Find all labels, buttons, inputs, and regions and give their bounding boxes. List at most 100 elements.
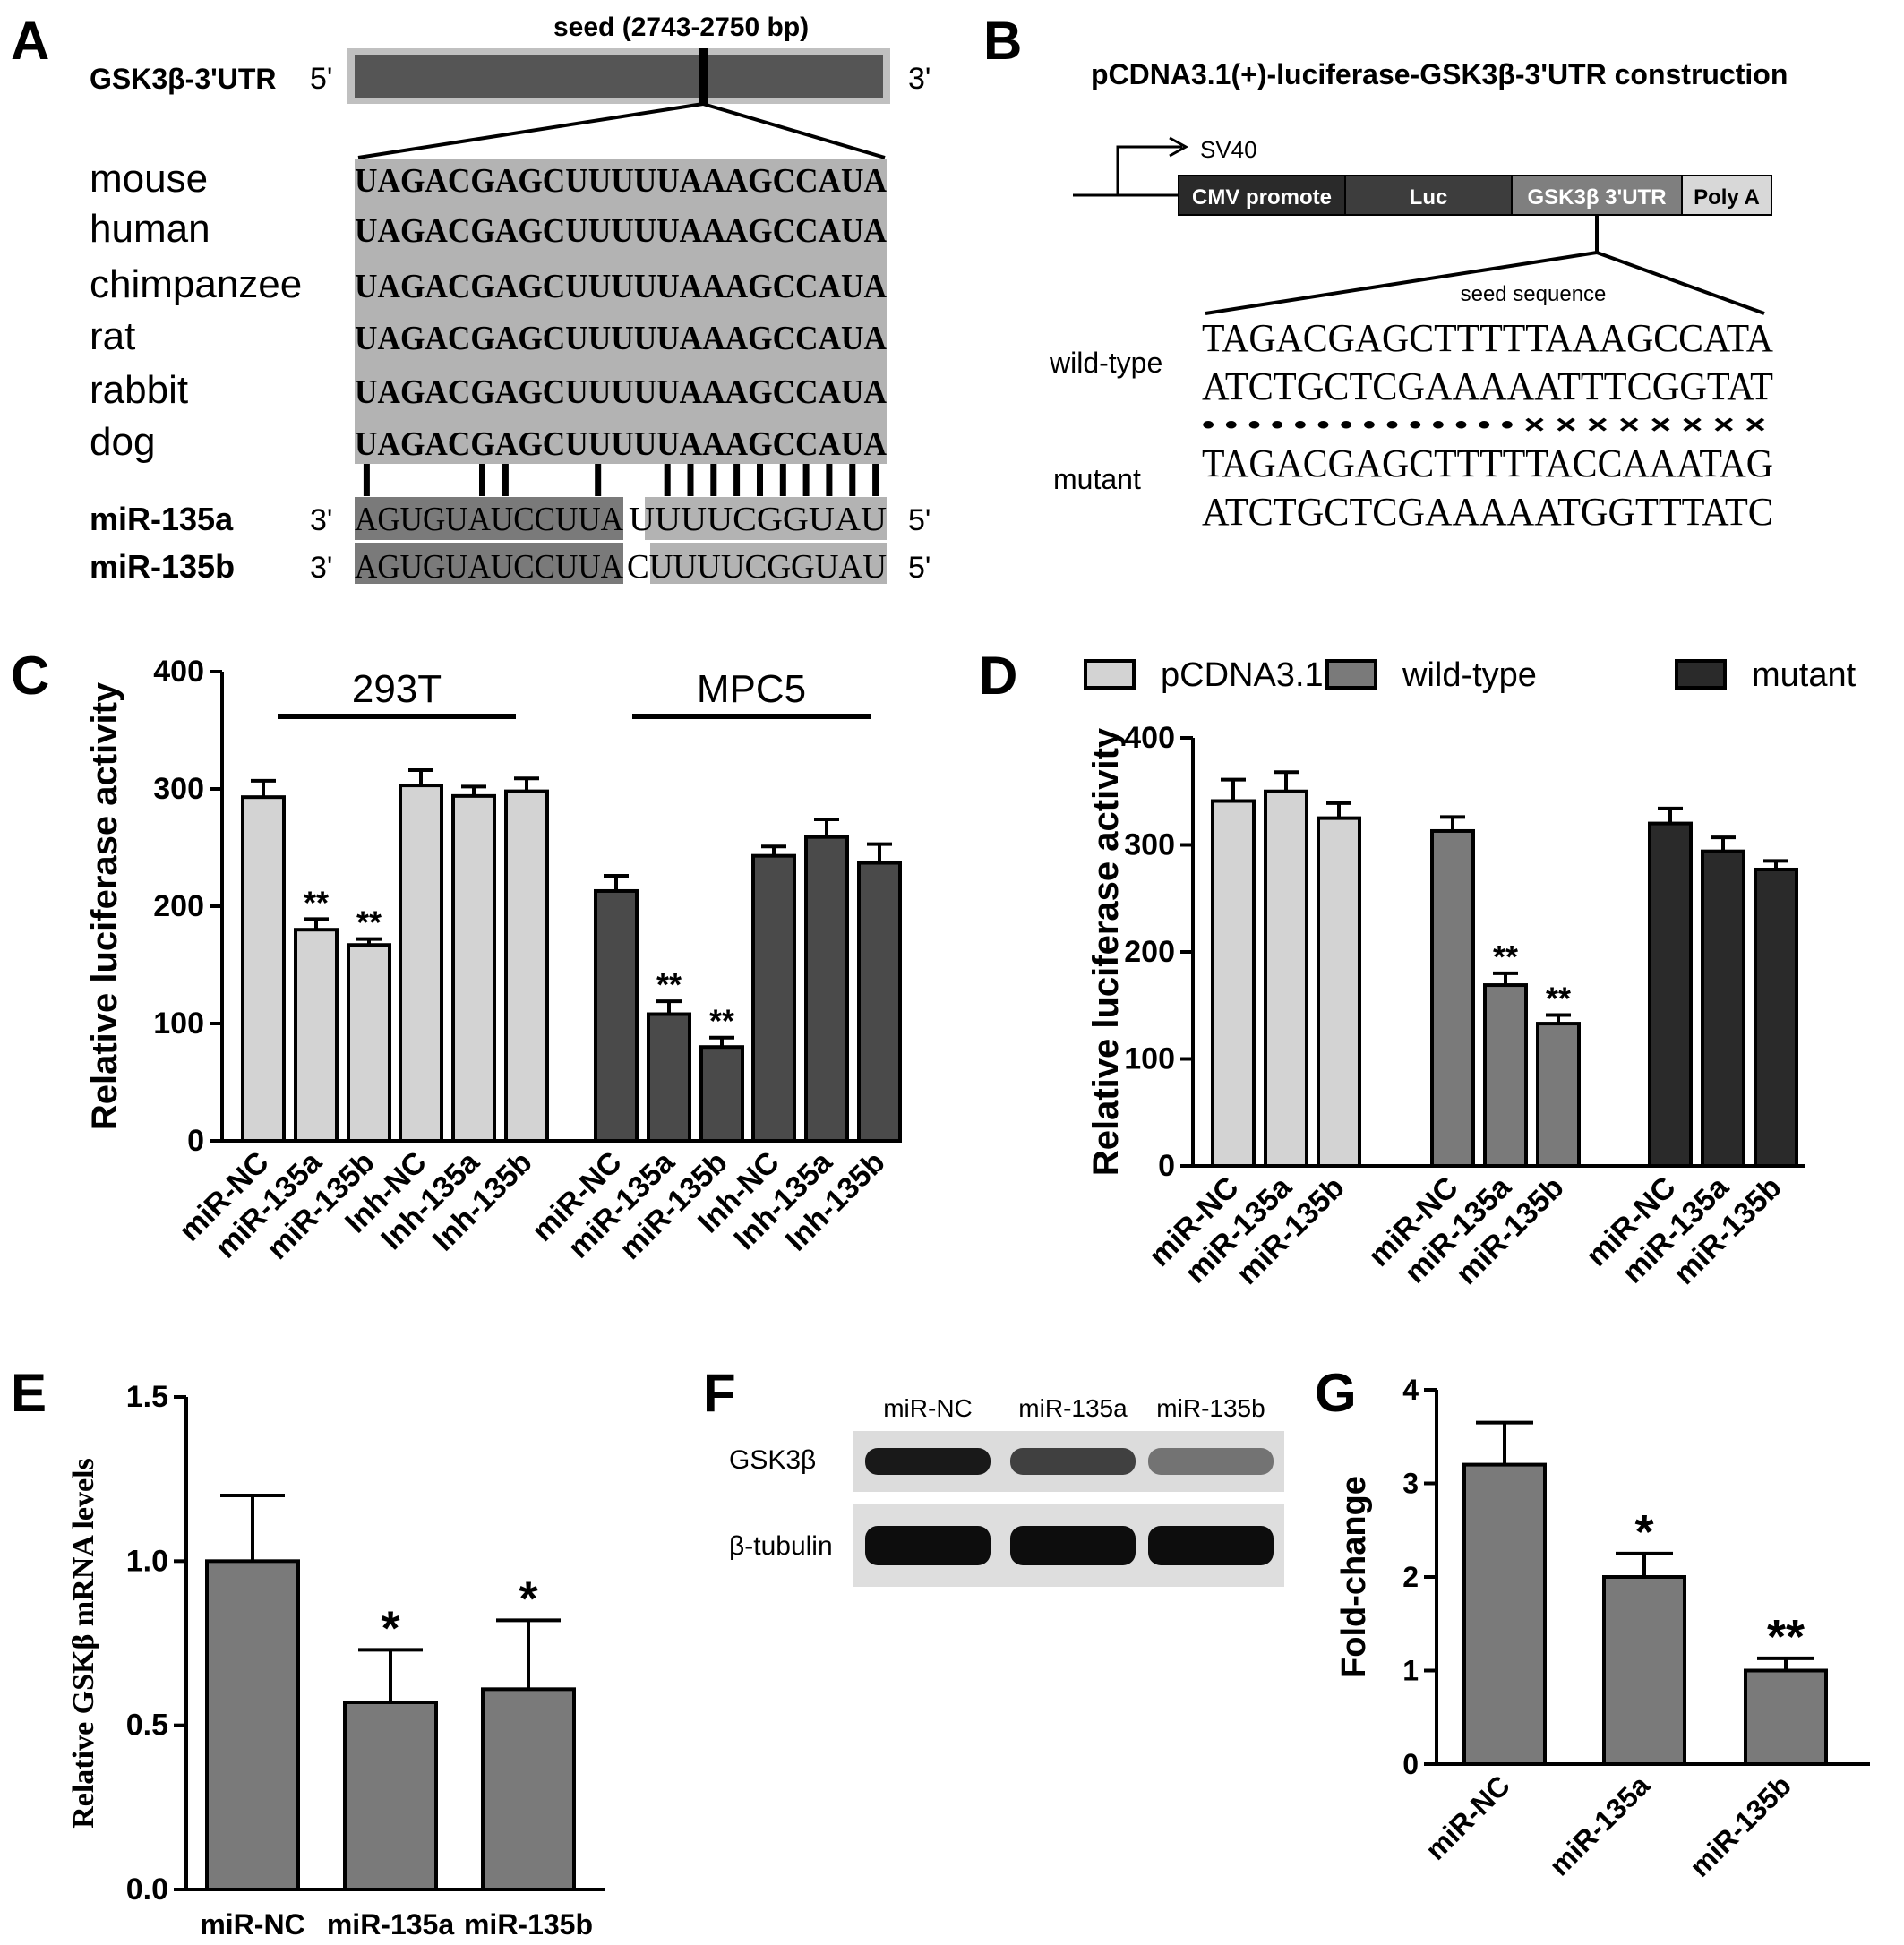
pair-mark: [733, 464, 741, 496]
bar: [1483, 983, 1528, 1169]
promoter-arrow: [1116, 145, 1182, 195]
bar: [1462, 1462, 1547, 1766]
panel-b: pCDNA3.1(+)-luciferase-GSK3β-3'UTR const…: [1049, 58, 1788, 534]
blot-band: [865, 1448, 991, 1475]
significance-label: **: [1493, 938, 1518, 975]
bar: [1264, 789, 1308, 1168]
pair-mark: [826, 464, 833, 496]
pair-mark: [849, 464, 856, 496]
bar: [647, 1012, 691, 1144]
mir135b-seq-1: AGUGUAUCCUUA: [355, 548, 624, 586]
mir135a-seq-1: AGUGUAUCCUUA: [355, 501, 624, 538]
utr-seq-rabbit: UAGACGAGCUUUUUAAAGCCAUA: [355, 373, 888, 411]
gene-label: GSK3β-3'UTR: [90, 63, 277, 95]
pair-mark: [802, 464, 810, 496]
significance-label: **: [1546, 981, 1571, 1017]
bar: [1744, 1668, 1828, 1766]
significance-label: **: [304, 884, 329, 921]
mutant-label: mutant: [1053, 463, 1141, 495]
utr-seq-chimpanzee: UAGACGAGCUUUUUAAAGCCAUA: [355, 268, 888, 305]
legend-label: wild-type: [1402, 656, 1537, 694]
blot-band: [865, 1526, 991, 1565]
y-tick-label: 100: [1124, 1042, 1175, 1076]
mir135a-seq-2: UUUUCGGUAU: [629, 501, 887, 538]
significance-label: **: [356, 904, 382, 941]
group-label: 293T: [352, 667, 442, 711]
wild-type-label: wild-type: [1049, 347, 1162, 379]
mir135a-name: miR-135a: [90, 501, 234, 537]
category-label: miR-NC: [200, 1908, 304, 1941]
pair-mark: [757, 464, 763, 496]
pair-mark: [479, 464, 485, 496]
seed-callout-left: [1205, 251, 1598, 315]
y-tick-label: 3: [1402, 1468, 1419, 1500]
mir135b-hl-2: [650, 543, 887, 584]
utr-seq-dog: UAGACGAGCUUUUUAAAGCCAUA: [355, 425, 888, 463]
mir135b-hl-1: [355, 543, 623, 584]
y-tick-label: 400: [153, 655, 204, 689]
utr-seq-human: UAGACGAGCUUUUUAAAGCCAUA: [355, 212, 888, 250]
segment-luc: [1344, 175, 1513, 216]
y-tick-label: 0: [1402, 1748, 1419, 1780]
category-label: miR-135a: [327, 1908, 455, 1941]
bar: [1211, 799, 1256, 1168]
significance-label: *: [381, 1601, 399, 1655]
significance-label: *: [1634, 1505, 1653, 1559]
bar: [1536, 1022, 1581, 1168]
bar: [857, 861, 902, 1144]
segment-polya-label: Poly A: [1694, 185, 1760, 210]
mir135a-5prime: 5': [908, 503, 931, 537]
panel-letter-e: E: [11, 1363, 47, 1423]
y-tick-label: 200: [1124, 935, 1175, 969]
species-dog: dog: [90, 420, 155, 464]
bar: [1648, 821, 1693, 1168]
species-mouse: mouse: [90, 157, 208, 201]
segment-polya: [1681, 175, 1772, 216]
mut-bottom-strand: ATCTGCTCGAAAAATGGTTTATC: [1202, 490, 1773, 534]
bar: [699, 1045, 744, 1143]
pair-mark: [687, 464, 694, 496]
blot-lane-label-3: miR-135b: [1156, 1394, 1265, 1422]
legend-swatch: [1325, 659, 1377, 690]
y-tick-label: 200: [153, 889, 204, 923]
segment-cmv-label: CMV promote: [1192, 185, 1332, 210]
bar: [1430, 828, 1475, 1169]
mir135a-3prime: 3': [310, 503, 332, 537]
y-tick-label: 0: [187, 1124, 204, 1158]
utr-bar: [355, 55, 883, 98]
panel-letter-c: C: [11, 646, 49, 706]
blot-row-label-gsk3b: GSK3β: [729, 1445, 816, 1475]
legend-label: mutant: [1752, 656, 1857, 694]
pair-mark: [779, 464, 786, 496]
panel-letter-f: F: [703, 1363, 736, 1423]
bar: [451, 793, 496, 1143]
panel-a: seed (2743-2750 bp) GSK3β-3'UTR 5' 3' mo…: [90, 13, 931, 586]
significance-label: **: [1767, 1610, 1805, 1664]
bar: [481, 1687, 576, 1892]
utr-seq-mouse: UAGACGAGCUUUUUAAAGCCAUA: [355, 162, 888, 200]
blot-band: [1010, 1448, 1136, 1475]
segment-utr-label: GSK3β 3'UTR: [1527, 185, 1666, 210]
bar: [294, 928, 339, 1143]
y-tick-label: 300: [153, 772, 204, 806]
seed-callout-right: [1596, 251, 1765, 315]
panel-letter-a: A: [11, 11, 49, 71]
segment-luc-label: Luc: [1410, 185, 1448, 210]
category-label: miR-135a: [1543, 1769, 1656, 1881]
pair-mark: [664, 464, 671, 496]
bar: [347, 943, 391, 1143]
wt-bottom-strand: ATCTGCTCGAAAAATTTCGGTAT: [1202, 364, 1773, 408]
y-tick-label: 1.5: [126, 1380, 168, 1414]
bar: [343, 1701, 438, 1891]
pair-mark: [502, 464, 509, 496]
wt-top-strand: TAGACGAGCTTTTTAAAGCCATA: [1202, 316, 1773, 360]
promoter-label: SV40: [1200, 136, 1257, 163]
significance-label: *: [519, 1572, 537, 1625]
construct-title: pCDNA3.1(+)-luciferase-GSK3β-3'UTR const…: [1091, 58, 1788, 90]
panel-letter-b: B: [983, 11, 1022, 71]
bar: [1754, 867, 1798, 1168]
pair-mark: [595, 464, 602, 496]
species-rat: rat: [90, 314, 135, 358]
